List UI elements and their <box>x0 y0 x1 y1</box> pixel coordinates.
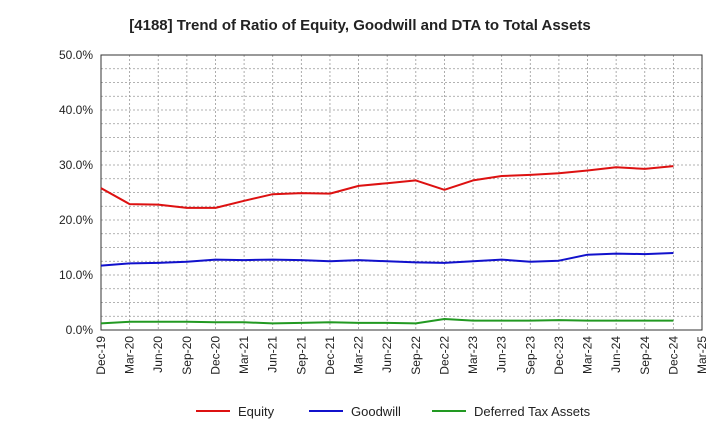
x-tick-label: Mar-22 <box>352 336 366 374</box>
x-tick-label: Mar-21 <box>237 336 251 374</box>
x-tick-label: Mar-20 <box>123 336 137 374</box>
y-tick-label: 50.0% <box>59 48 93 62</box>
series-line-equity <box>100 165 674 209</box>
x-tick-label: Sep-22 <box>409 336 423 375</box>
x-tick-label: Jun-23 <box>495 336 509 373</box>
x-tick-label: Dec-21 <box>323 336 337 375</box>
x-tick-label: Sep-20 <box>180 336 194 375</box>
x-tick-label: Dec-24 <box>666 336 680 375</box>
plot-frame <box>100 54 703 331</box>
x-tick-label: Jun-20 <box>151 336 165 373</box>
y-tick-label: 10.0% <box>59 268 93 282</box>
x-tick-label: Mar-24 <box>581 336 595 374</box>
y-tick-label: 20.0% <box>59 213 93 227</box>
y-tick-label: 40.0% <box>59 103 93 117</box>
x-tick-label: Dec-19 <box>94 336 108 375</box>
y-tick-label: 30.0% <box>59 158 93 172</box>
x-tick-label: Mar-25 <box>695 336 709 374</box>
x-tick-label: Jun-22 <box>380 336 394 373</box>
x-tick-label: Jun-24 <box>609 336 623 373</box>
x-tick-label: Dec-22 <box>437 336 451 375</box>
x-tick-label: Dec-20 <box>208 336 222 375</box>
y-axis: 0.0% 10.0% 20.0% 30.0% 40.0% 50.0% <box>59 48 93 337</box>
series-group <box>100 165 674 325</box>
x-axis: Dec-19 Mar-20 Jun-20 Sep-20 Dec-20 Mar-21 Jun-… <box>94 336 709 375</box>
x-tick-label: Mar-23 <box>466 336 480 374</box>
legend-label: Goodwill <box>351 404 401 419</box>
legend-label: Equity <box>238 404 275 419</box>
x-tick-label: Dec-23 <box>552 336 566 375</box>
legend-label: Deferred Tax Assets <box>474 404 591 419</box>
x-tick-label: Jun-21 <box>266 336 280 373</box>
chart-title: [4188] Trend of Ratio of Equity, Goodwil… <box>129 17 590 34</box>
series-line-goodwill <box>100 252 674 267</box>
legend: Equity Goodwill Deferred Tax Assets <box>196 404 591 419</box>
grid <box>100 54 703 331</box>
y-tick-label: 0.0% <box>66 323 94 337</box>
x-tick-label: Sep-24 <box>638 336 652 375</box>
series-line-deferred-tax-assets <box>100 318 674 325</box>
x-tick-label: Sep-21 <box>294 336 308 375</box>
x-tick-label: Sep-23 <box>523 336 537 375</box>
